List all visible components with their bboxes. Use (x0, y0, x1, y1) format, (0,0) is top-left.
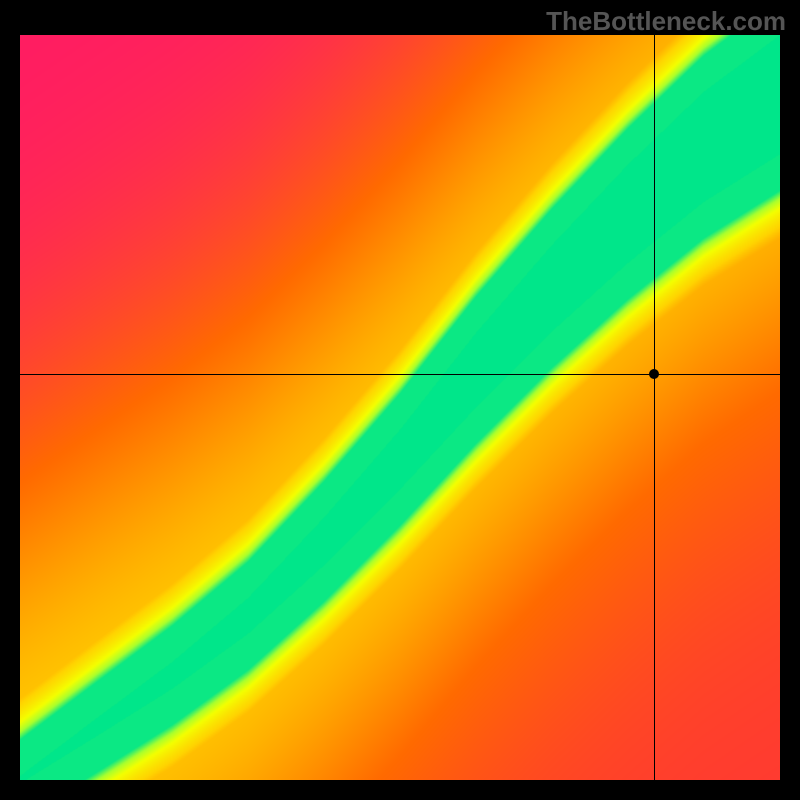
heatmap-plot (20, 35, 780, 780)
crosshair-horizontal (20, 374, 780, 375)
heatmap-canvas (20, 35, 780, 780)
watermark-text: TheBottleneck.com (546, 6, 786, 37)
crosshair-vertical (654, 35, 655, 780)
crosshair-marker (649, 369, 659, 379)
